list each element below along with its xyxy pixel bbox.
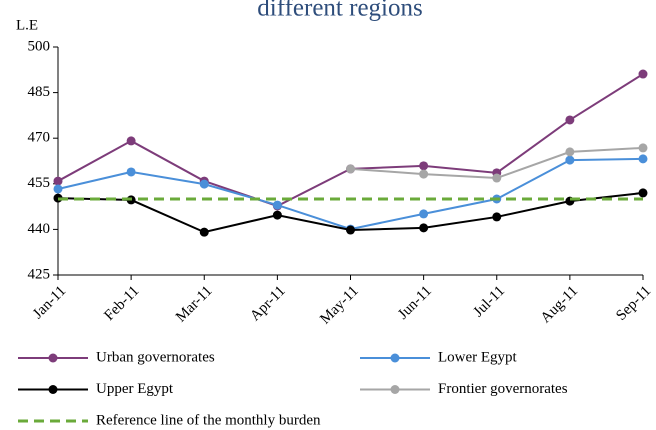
x-tick-label: Sep-11 <box>613 283 654 324</box>
x-tick-label: Jul-11 <box>471 283 508 320</box>
data-point <box>419 169 429 179</box>
data-point <box>638 69 648 79</box>
data-point <box>199 227 209 237</box>
chart-title: different regions <box>257 0 422 22</box>
y-tick-label: 500 <box>28 38 51 54</box>
data-point <box>346 225 355 235</box>
y-axis-label: L.E <box>16 17 38 33</box>
data-point <box>199 179 209 189</box>
data-point <box>565 147 575 157</box>
data-point <box>565 155 575 165</box>
y-tick-label: 425 <box>28 266 51 282</box>
x-tick-label: Jan-11 <box>30 283 69 322</box>
data-point <box>419 209 429 219</box>
legend-label: Frontier governorates <box>438 381 568 397</box>
data-point <box>53 176 63 186</box>
x-tick-label: Jun-11 <box>395 283 435 323</box>
legend-label: Reference line of the monthly burden <box>96 412 321 428</box>
data-point <box>419 161 429 171</box>
y-tick-label: 470 <box>28 130 51 146</box>
y-tick-label: 485 <box>28 84 51 100</box>
data-point <box>272 210 282 220</box>
data-point <box>565 115 575 125</box>
x-tick-label: Mar-11 <box>173 283 216 326</box>
data-point <box>126 136 136 146</box>
legend-marker <box>390 385 400 394</box>
legend-label: Urban governorates <box>96 349 215 365</box>
data-point <box>53 184 63 194</box>
x-tick-label: Apr-11 <box>247 283 288 324</box>
y-tick-label: 440 <box>28 221 51 237</box>
legend-marker <box>48 385 58 394</box>
data-point <box>126 167 136 177</box>
data-point <box>492 212 502 222</box>
data-point <box>419 223 429 233</box>
y-tick-label: 455 <box>28 175 51 191</box>
data-point <box>638 143 648 153</box>
legend-marker <box>48 353 58 363</box>
legend-marker <box>390 353 400 363</box>
x-tick-label: May-11 <box>317 283 362 328</box>
x-tick-label: Feb-11 <box>101 283 142 324</box>
data-point <box>492 173 502 183</box>
data-point <box>638 154 648 164</box>
data-point <box>346 164 355 174</box>
legend-label: Lower Egypt <box>438 349 518 365</box>
legend-label: Upper Egypt <box>96 381 174 397</box>
x-tick-label: Aug-11 <box>538 283 581 326</box>
data-point <box>272 200 282 210</box>
data-point <box>638 188 648 198</box>
series-line <box>57 73 644 208</box>
